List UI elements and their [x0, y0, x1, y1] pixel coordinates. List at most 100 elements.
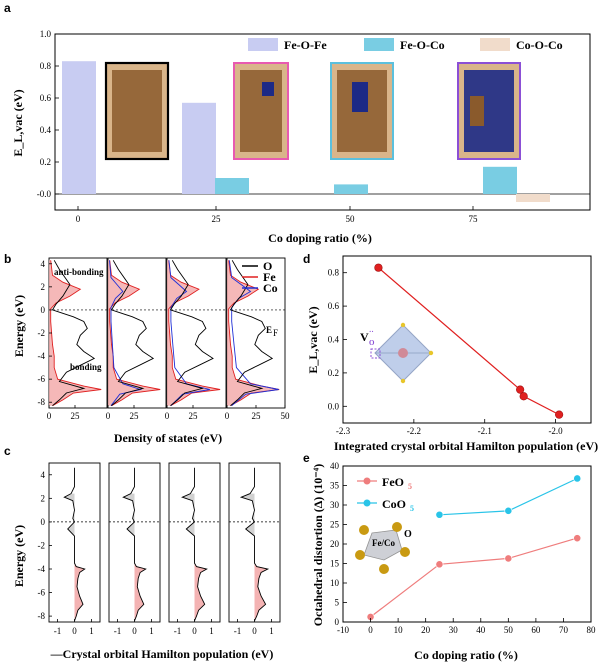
- panel-e-xlabel: Co doping ratio (%): [414, 648, 518, 662]
- panel-e-point-1-0: [435, 510, 444, 519]
- cohp-line-3: [239, 467, 270, 621]
- structure-inset-50: [330, 62, 394, 160]
- panel-d-xlabel: Integrated crystal orbital Hamilton popu…: [334, 439, 598, 453]
- legend-co: Co: [263, 281, 278, 295]
- panel-e-ytick-label: 0: [335, 617, 340, 627]
- panel-b-xtick-label: 0: [106, 411, 111, 421]
- legend-swatch-fe-o-fe: [248, 38, 278, 51]
- annotation-ef: E: [266, 325, 272, 335]
- panel-a-xtick-label: 0: [76, 214, 81, 224]
- panel-a-xtick-label: 75: [469, 214, 479, 224]
- panel-c-xtick-label: 1: [269, 626, 274, 636]
- panel-c-xtick-label: 0: [192, 626, 197, 636]
- panel-c-ytick-label: -2: [38, 540, 46, 550]
- panel-e-xtick-label: 40: [476, 625, 486, 635]
- panel-b-ytick-label: -2: [38, 328, 46, 338]
- panel-c-ytick-label: 0: [41, 517, 46, 527]
- octahedron-vacancy-inset: [370, 322, 434, 384]
- legend-o: O: [263, 259, 272, 273]
- panel-b-ytick-label: -4: [38, 351, 46, 361]
- structure-inset-25: [233, 62, 289, 160]
- panel-a-ytick-label: -0.0: [37, 189, 52, 199]
- panel-c-ytick-label: -4: [38, 564, 46, 574]
- panel-c-xtick-label: 0: [252, 626, 257, 636]
- panel-c-xtick-label: -1: [174, 626, 182, 636]
- panel-b-xtick-label: 25: [252, 411, 262, 421]
- legend-feo5: FeO: [382, 475, 404, 489]
- legend-marker-feo5: [363, 477, 371, 485]
- panel-b-xtick-label: 0: [165, 411, 170, 421]
- inset-label-o: O: [404, 529, 412, 540]
- panel-d-ytick-label: 0.0: [328, 401, 340, 411]
- panel-e-xtick-label: 10: [394, 625, 404, 635]
- dos-o-line-2: [169, 260, 214, 407]
- panel-e-ytick-label: 15: [330, 559, 340, 569]
- panel-a-xtick-label: 25: [212, 214, 222, 224]
- panel-a-ytick-label: 0.6: [40, 93, 52, 103]
- structure-inset-0: [104, 61, 170, 161]
- panel-b: 0 25 0 25 0 25 0 25 50 -8 -6 -4 -2 0 2 4 Energy (eV) De…: [12, 257, 290, 445]
- panel-c-xtick-label: 1: [89, 626, 94, 636]
- annotation-anti-bonding: anti-bonding: [54, 267, 104, 277]
- panel-b-ytick-label: -6: [38, 374, 46, 384]
- panel-label-c: c: [4, 444, 11, 458]
- panel-e-xtick-label: 70: [559, 625, 569, 635]
- panel-e-point-0-3: [573, 534, 582, 543]
- cohp-antibonding-fill-1: [123, 493, 135, 536]
- vacancy-label-sub: O: [369, 339, 375, 347]
- structure-inset-75: [457, 62, 521, 160]
- panel-e-xtick-label: 20: [421, 625, 431, 635]
- panel-b-xtick-label: 25: [189, 411, 199, 421]
- annotation-bonding: bonding: [70, 362, 102, 372]
- panel-e-point-0-1: [435, 560, 444, 569]
- panel-d: -2.3 -2.2 -2.1 -2.0 0.0 0.2 0.4 0.6 0.8 V O ·· I…: [306, 255, 598, 453]
- cohp-antibonding-fill-0: [64, 493, 75, 536]
- panel-b-ytick-label: -8: [38, 397, 46, 407]
- panel-c-ylabel: Energy (eV): [12, 525, 26, 587]
- panel-d-xtick-label: -2.0: [548, 426, 563, 436]
- panel-e-xtick-label: 80: [587, 625, 597, 635]
- panel-e-ytick-label: 40: [330, 461, 340, 471]
- panel-label-a: a: [4, 1, 11, 15]
- dos-o-line-0: [51, 260, 96, 407]
- cohp-bonding-fill-0: [74, 563, 85, 621]
- panel-d-ylabel: E_L,vac (eV): [306, 306, 320, 373]
- panel-e-xtick-label: 30: [449, 625, 459, 635]
- annotation-ef-sub: F: [273, 328, 278, 338]
- panel-d-ytick-label: 0.4: [328, 335, 340, 345]
- panel-e-point-0-2: [504, 554, 513, 563]
- panel-d-frame: [342, 255, 592, 424]
- panel-a-legend: Fe-O-Fe Fe-O-Co Co-O-Co: [248, 38, 563, 52]
- bar-co-o-co-75: [516, 194, 550, 202]
- bar-fe-o-co-75: [483, 166, 517, 194]
- panel-a-xlabel: Co doping ratio (%): [268, 231, 372, 245]
- panel-e-xtick-label: 0: [368, 625, 373, 635]
- panel-a-ytick-label: 0.2: [40, 157, 51, 167]
- cohp-bonding-fill-3: [254, 563, 268, 621]
- dos-fe-line-2: [168, 260, 221, 407]
- panel-d-xtick-label: -2.2: [407, 426, 421, 436]
- panel-label-b: b: [4, 252, 11, 266]
- panel-label-d: d: [303, 252, 310, 266]
- legend-marker-coo5: [363, 499, 371, 507]
- cohp-line-0: [63, 467, 86, 621]
- legend-fe-o-fe: Fe-O-Fe: [284, 38, 327, 52]
- panel-b-xlabel: Density of states (eV): [114, 431, 222, 445]
- panel-c-xtick-label: 0: [132, 626, 137, 636]
- panel-e-ytick-label: 20: [330, 539, 340, 549]
- panel-e-ytick-label: 5: [335, 598, 340, 608]
- panel-label-e: e: [303, 451, 310, 465]
- vacancy-marker: [370, 348, 381, 359]
- panel-a-xtick-label: 50: [346, 214, 356, 224]
- panel-c-xlabel: —Crystal orbital Hamilton population (eV…: [50, 647, 274, 661]
- legend-feo5-sub: 5: [408, 482, 412, 491]
- panel-c-ytick-label: -8: [38, 611, 46, 621]
- dos-co-line-3: [228, 260, 279, 407]
- cohp-line-1: [122, 467, 147, 621]
- panel-d-point-3: [555, 410, 564, 419]
- panel-a-ytick-label: 1.0: [40, 29, 52, 39]
- legend-swatch-co-o-co: [480, 38, 510, 51]
- bar-fe-o-co-25: [215, 178, 249, 194]
- dos-fe-line-1: [109, 260, 161, 407]
